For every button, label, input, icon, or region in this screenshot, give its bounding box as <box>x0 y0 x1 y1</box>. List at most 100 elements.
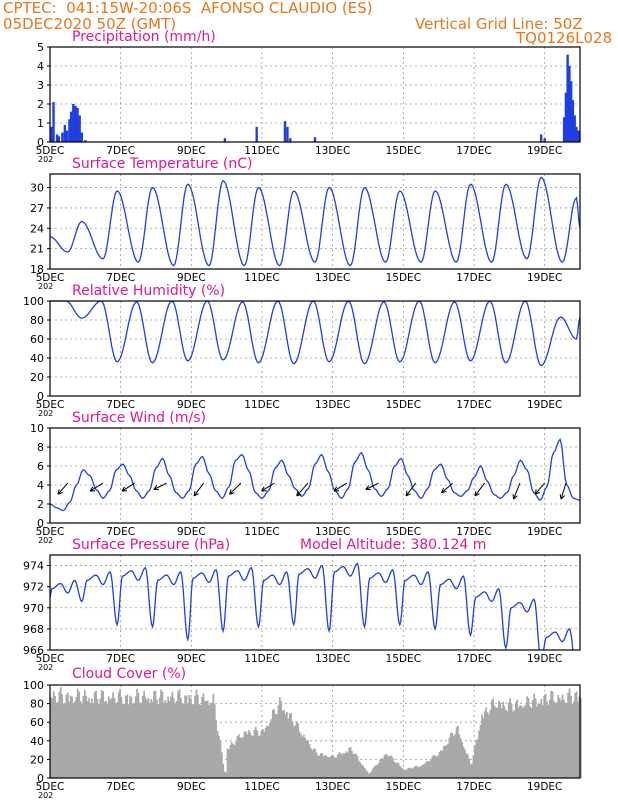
wind-xtick-label: 15DEC <box>386 526 421 538</box>
precip-bar <box>76 107 79 142</box>
cloud-bar <box>260 730 263 778</box>
precip-bar <box>566 54 569 142</box>
cloud-bar <box>66 692 69 778</box>
cloud-bar <box>509 698 512 778</box>
rh-ytick-label: 20 <box>30 371 44 384</box>
wind-xtick-label: 7DEC <box>106 526 135 538</box>
cloud-bar <box>274 714 277 778</box>
cloud-bar <box>150 699 153 778</box>
rh-ytick-label: 80 <box>30 314 44 327</box>
cloud-bar <box>558 697 561 778</box>
precip-ytick-label: 1 <box>37 117 44 130</box>
cloud-bar <box>230 742 233 778</box>
cloud-bar <box>76 688 79 778</box>
temp-title: Surface Temperature (nC) <box>72 156 253 172</box>
cloud-bar <box>109 699 112 778</box>
wind-vector <box>365 482 379 490</box>
cloud-bar <box>334 757 336 778</box>
cloud-bar <box>177 691 179 778</box>
cloud-ytick-label: 100 <box>23 679 44 692</box>
cloud-bar <box>512 711 514 778</box>
cloud-bar <box>163 702 165 778</box>
wind-vector-head <box>534 489 540 495</box>
cloud-bar <box>131 703 134 778</box>
cloud-bar <box>349 747 352 778</box>
cloud-bar <box>137 692 140 778</box>
cloud-bar <box>144 697 147 778</box>
cloud-bar <box>194 695 196 778</box>
temp-xtick-label: 5DEC <box>36 272 65 284</box>
wind-vector-head <box>89 486 96 492</box>
precip-xtick-label: 15DEC <box>386 145 421 157</box>
temp-xtick-label: 9DEC <box>177 272 206 284</box>
wind-xtick-label: 19DEC <box>527 526 562 538</box>
cloud-bar <box>117 692 120 778</box>
cloud-bar <box>140 703 143 778</box>
rh-title: Relative Humidity (%) <box>72 283 225 299</box>
cloud-bar <box>79 701 82 778</box>
cloud-bar <box>59 687 62 778</box>
cloud-bar <box>394 762 397 778</box>
cloud-bar <box>325 755 328 778</box>
cloud-bar <box>191 703 194 778</box>
cloud-bar <box>376 764 379 778</box>
cloud-bar <box>126 694 129 778</box>
cloud-bar <box>414 765 417 778</box>
pres-xtick-label: 5DEC <box>36 653 65 665</box>
cloud-bar <box>421 764 424 778</box>
wind-vector-head <box>559 494 565 500</box>
cloud-bar <box>363 768 366 778</box>
wind-xtick-label: 13DEC <box>315 526 350 538</box>
cloud-ytick-label: 60 <box>30 716 44 729</box>
wind-vector-head <box>333 486 340 492</box>
cloud-bar <box>407 767 410 778</box>
precip-bar <box>57 136 61 142</box>
cloud-bar <box>199 704 202 778</box>
cloud-bar <box>223 771 226 778</box>
wind-vector <box>153 482 167 490</box>
wind-speed-line <box>49 438 581 512</box>
cloud-bar <box>136 688 138 778</box>
precip-bar <box>52 102 55 142</box>
precip-ytick-label: 2 <box>37 98 44 111</box>
cloud-bar <box>332 755 335 778</box>
cloud-bar <box>489 709 492 778</box>
cloud-bar <box>62 703 65 778</box>
cloud-bar <box>465 753 468 778</box>
cloud-bar <box>283 709 285 778</box>
cloud-bar <box>572 701 575 778</box>
cloud-bar <box>351 750 353 778</box>
cloud-bar <box>440 750 442 778</box>
cloud-bar <box>441 751 444 778</box>
cloud-bar <box>158 697 161 778</box>
wind-vector-head <box>57 489 63 495</box>
cloud-bar <box>466 754 469 778</box>
cloud-bar <box>413 767 415 778</box>
cloud-bar <box>240 737 243 778</box>
precip-bar <box>313 137 317 142</box>
cloud-bar <box>379 759 382 778</box>
cloud-bar <box>526 696 529 778</box>
cloud-bar <box>252 735 254 778</box>
cloud-bar <box>424 762 427 778</box>
cloud-bar <box>276 714 278 778</box>
cloud-bar <box>113 697 116 778</box>
cloud-bar <box>530 707 533 778</box>
header-run-id: TQ0126L028 <box>516 29 613 47</box>
precip-bar <box>80 132 83 142</box>
cloud-bar <box>425 760 428 778</box>
cloud-bar <box>328 757 331 778</box>
cloud-bar <box>110 698 113 778</box>
cloud-bar <box>435 756 438 778</box>
rh-frame <box>49 300 581 397</box>
cloud-bar <box>249 732 251 778</box>
wind-vector <box>121 482 136 492</box>
wind-vector <box>534 482 546 495</box>
precip-bar <box>539 134 543 142</box>
cloud-xtick-label: 17DEC <box>456 781 491 793</box>
precip-title: Precipitation (mm/h) <box>72 29 216 45</box>
cloud-bar <box>170 696 172 778</box>
cloud-bar <box>58 691 61 778</box>
cloud-bar <box>396 762 398 778</box>
cloud-bar <box>88 698 90 778</box>
